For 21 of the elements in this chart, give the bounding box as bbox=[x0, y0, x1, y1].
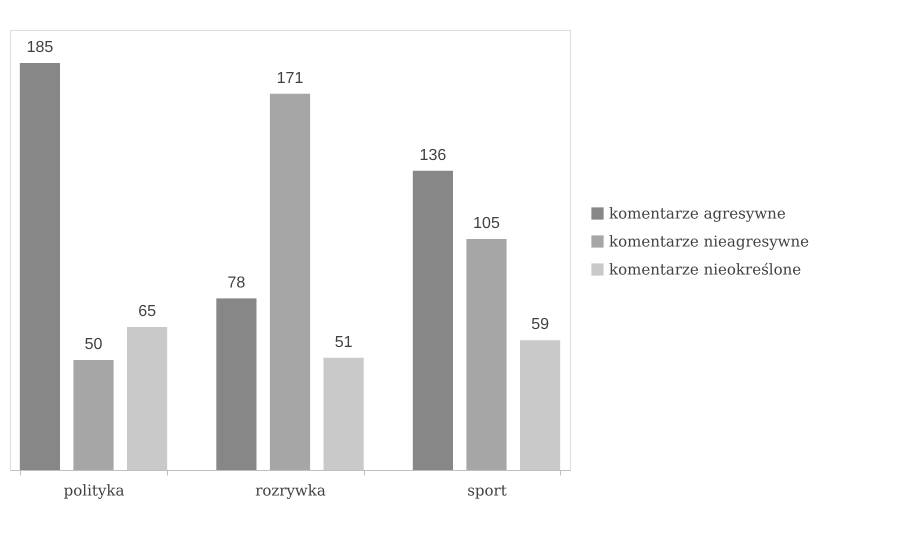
data-label: 51 bbox=[334, 334, 353, 351]
data-label: 171 bbox=[276, 70, 304, 87]
x-tick-label: rozrywka bbox=[255, 482, 326, 500]
legend-label: komentarze nieokreślone bbox=[609, 260, 802, 278]
legend-label: komentarze nieagresywne bbox=[609, 232, 810, 250]
bar bbox=[73, 360, 114, 470]
data-label: 136 bbox=[420, 146, 446, 164]
bar bbox=[20, 63, 60, 470]
data-label: 59 bbox=[531, 316, 550, 334]
data-label: 65 bbox=[138, 303, 156, 320]
data-label: 50 bbox=[84, 336, 103, 353]
legend-label: komentarze agresywne bbox=[609, 204, 786, 222]
data-label: 185 bbox=[26, 39, 54, 56]
bar bbox=[216, 298, 257, 470]
bar bbox=[412, 170, 453, 470]
x-tick-label: sport bbox=[467, 482, 507, 500]
x-tick-label: polityka bbox=[64, 482, 124, 500]
bar bbox=[466, 239, 507, 470]
data-label: 78 bbox=[228, 274, 246, 292]
data-label: 105 bbox=[473, 215, 500, 232]
bar bbox=[270, 94, 310, 470]
